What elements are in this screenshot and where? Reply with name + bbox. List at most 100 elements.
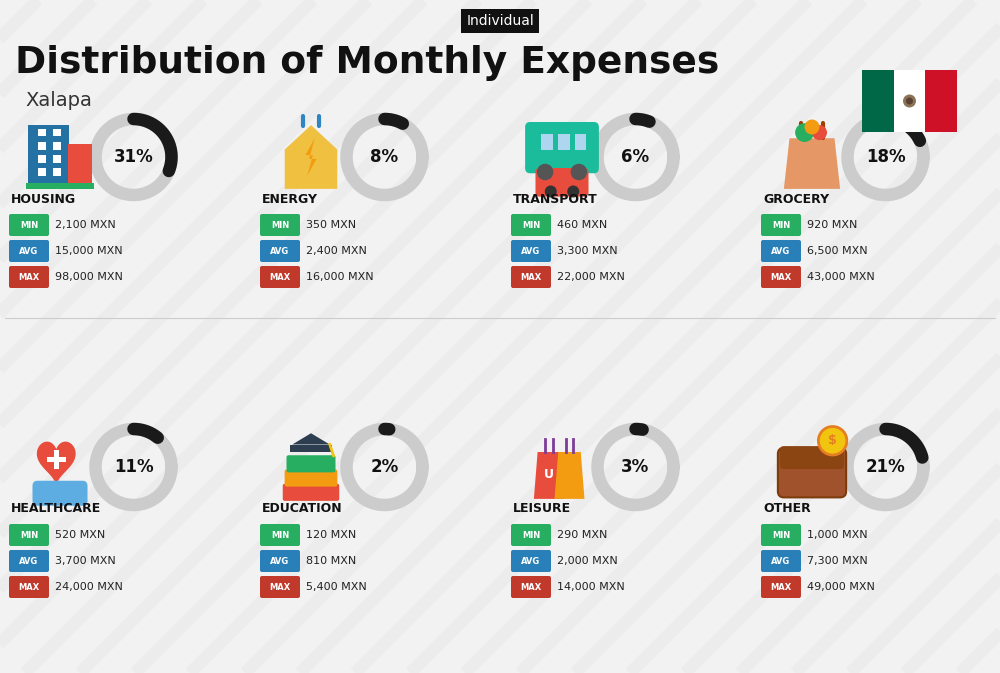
Text: 18%: 18%: [866, 148, 905, 166]
Text: AVG: AVG: [771, 557, 791, 565]
Bar: [925, 70, 957, 132]
FancyBboxPatch shape: [761, 576, 801, 598]
Text: 3,300 MXN: 3,300 MXN: [557, 246, 618, 256]
Text: AVG: AVG: [270, 246, 290, 256]
Text: 16,000 MXN: 16,000 MXN: [306, 272, 374, 282]
Text: 350 MXN: 350 MXN: [306, 220, 356, 230]
Circle shape: [537, 164, 553, 180]
Bar: [53, 155, 61, 163]
FancyBboxPatch shape: [9, 524, 49, 546]
Bar: [894, 70, 925, 132]
Text: U: U: [544, 468, 554, 481]
Circle shape: [571, 164, 587, 180]
FancyBboxPatch shape: [761, 524, 801, 546]
Circle shape: [906, 98, 913, 104]
Bar: [53, 142, 61, 149]
Text: 6%: 6%: [621, 148, 650, 166]
FancyBboxPatch shape: [761, 214, 801, 236]
Text: 920 MXN: 920 MXN: [807, 220, 857, 230]
Polygon shape: [38, 442, 75, 484]
Text: Individual: Individual: [466, 14, 534, 28]
Text: 22,000 MXN: 22,000 MXN: [557, 272, 625, 282]
Text: MAX: MAX: [18, 583, 40, 592]
Text: MIN: MIN: [271, 221, 289, 229]
Text: 14,000 MXN: 14,000 MXN: [557, 582, 625, 592]
Text: 2,100 MXN: 2,100 MXN: [55, 220, 116, 230]
Text: MIN: MIN: [522, 221, 540, 229]
FancyBboxPatch shape: [511, 524, 551, 546]
FancyBboxPatch shape: [9, 576, 49, 598]
Text: MIN: MIN: [20, 221, 38, 229]
Text: 49,000 MXN: 49,000 MXN: [807, 582, 875, 592]
Text: MIN: MIN: [20, 530, 38, 540]
Text: 98,000 MXN: 98,000 MXN: [55, 272, 123, 282]
Text: MAX: MAX: [269, 273, 291, 281]
Text: Xalapa: Xalapa: [25, 92, 92, 110]
Text: 7,300 MXN: 7,300 MXN: [807, 556, 868, 566]
FancyBboxPatch shape: [511, 214, 551, 236]
Text: AVG: AVG: [19, 557, 39, 565]
Bar: [38, 155, 46, 163]
Circle shape: [805, 120, 820, 135]
Text: AVG: AVG: [19, 246, 39, 256]
Text: 6,500 MXN: 6,500 MXN: [807, 246, 868, 256]
FancyBboxPatch shape: [260, 266, 300, 288]
FancyBboxPatch shape: [778, 448, 846, 497]
Text: MIN: MIN: [772, 221, 790, 229]
Bar: [558, 135, 570, 149]
FancyBboxPatch shape: [283, 484, 339, 501]
Text: 520 MXN: 520 MXN: [55, 530, 105, 540]
Bar: [541, 135, 553, 149]
Text: MAX: MAX: [18, 273, 40, 281]
FancyBboxPatch shape: [761, 240, 801, 262]
Bar: [38, 142, 46, 149]
Polygon shape: [292, 433, 330, 444]
Text: 460 MXN: 460 MXN: [557, 220, 607, 230]
Text: MAX: MAX: [770, 583, 792, 592]
Text: TRANSPORT: TRANSPORT: [513, 192, 598, 205]
FancyBboxPatch shape: [287, 455, 335, 472]
Text: 21%: 21%: [866, 458, 905, 476]
Text: 3,700 MXN: 3,700 MXN: [55, 556, 116, 566]
Text: 810 MXN: 810 MXN: [306, 556, 356, 566]
FancyBboxPatch shape: [9, 550, 49, 572]
Text: 24,000 MXN: 24,000 MXN: [55, 582, 123, 592]
Text: MAX: MAX: [770, 273, 792, 281]
Text: 15,000 MXN: 15,000 MXN: [55, 246, 123, 256]
FancyBboxPatch shape: [9, 266, 49, 288]
Text: 290 MXN: 290 MXN: [557, 530, 607, 540]
Text: 2,400 MXN: 2,400 MXN: [306, 246, 367, 256]
Text: ENERGY: ENERGY: [262, 192, 318, 205]
Bar: [290, 444, 332, 452]
Text: $: $: [828, 434, 837, 448]
Circle shape: [903, 94, 916, 108]
Text: 43,000 MXN: 43,000 MXN: [807, 272, 875, 282]
Text: MAX: MAX: [269, 583, 291, 592]
Circle shape: [812, 125, 827, 140]
Bar: [28, 125, 69, 189]
Text: 2%: 2%: [370, 458, 399, 476]
FancyBboxPatch shape: [260, 576, 300, 598]
Text: AVG: AVG: [521, 246, 541, 256]
Text: MIN: MIN: [772, 530, 790, 540]
Polygon shape: [554, 452, 585, 499]
Polygon shape: [784, 138, 840, 189]
Text: EDUCATION: EDUCATION: [262, 503, 343, 516]
Bar: [68, 144, 92, 189]
Text: AVG: AVG: [521, 557, 541, 565]
Bar: [862, 70, 894, 132]
FancyBboxPatch shape: [285, 470, 337, 487]
Text: HEALTHCARE: HEALTHCARE: [11, 503, 101, 516]
Circle shape: [795, 123, 814, 142]
Text: 8%: 8%: [370, 148, 399, 166]
FancyBboxPatch shape: [511, 576, 551, 598]
Text: HOUSING: HOUSING: [11, 192, 76, 205]
Bar: [38, 168, 46, 176]
FancyBboxPatch shape: [260, 524, 300, 546]
FancyBboxPatch shape: [511, 550, 551, 572]
Text: 11%: 11%: [114, 458, 153, 476]
Bar: [38, 129, 46, 137]
Bar: [47, 457, 66, 462]
Text: 3%: 3%: [621, 458, 650, 476]
FancyBboxPatch shape: [511, 240, 551, 262]
